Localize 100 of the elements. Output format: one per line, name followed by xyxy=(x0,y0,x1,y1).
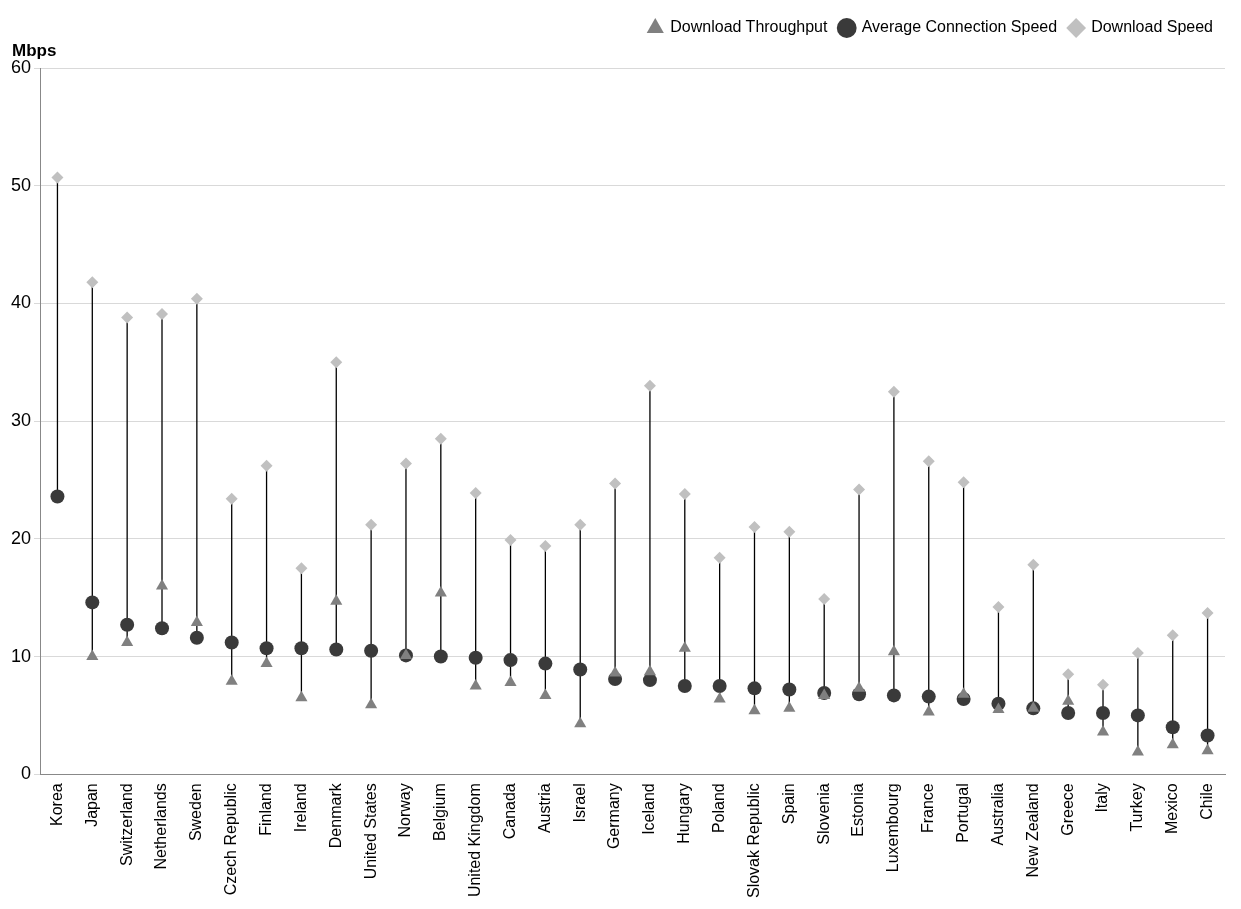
x-tick-label: Slovak Republic xyxy=(744,783,762,899)
x-tick-label: Slovenia xyxy=(814,783,832,845)
x-tick-label: Israel xyxy=(570,783,588,823)
point xyxy=(1201,607,1214,620)
point xyxy=(1200,728,1215,743)
x-tick-label: Netherlands xyxy=(152,783,170,870)
point xyxy=(504,534,517,547)
point xyxy=(225,674,238,685)
point xyxy=(329,642,344,657)
point xyxy=(330,356,343,369)
point xyxy=(1061,706,1076,721)
point xyxy=(678,488,691,501)
point xyxy=(50,489,65,504)
x-tick-label: Spain xyxy=(779,783,797,825)
point xyxy=(678,641,691,652)
point xyxy=(364,643,379,658)
point xyxy=(748,521,761,534)
point xyxy=(747,681,762,696)
point xyxy=(538,656,553,671)
x-tick-label: Japan xyxy=(82,783,100,827)
point xyxy=(922,704,935,716)
point xyxy=(260,656,273,668)
x-tick-label: Iceland xyxy=(640,783,658,835)
x-tick-label: Mexico xyxy=(1163,783,1181,834)
x-tick-label: Norway xyxy=(396,783,414,838)
point xyxy=(295,690,308,702)
point xyxy=(992,702,1005,714)
point xyxy=(1097,678,1110,691)
point xyxy=(748,703,761,715)
point xyxy=(190,292,203,305)
point xyxy=(782,682,797,697)
point xyxy=(433,649,448,664)
point xyxy=(643,379,656,392)
point xyxy=(51,171,64,184)
point xyxy=(156,308,169,321)
x-tick-label: Chile xyxy=(1197,783,1215,820)
x-tick-label: Switzerland xyxy=(117,783,135,866)
point xyxy=(503,653,518,668)
point xyxy=(574,518,587,531)
y-tick-label: 50 xyxy=(10,174,32,195)
point xyxy=(713,691,726,703)
point xyxy=(224,635,239,650)
point xyxy=(469,678,482,690)
point xyxy=(1062,694,1075,705)
point xyxy=(713,551,726,564)
point xyxy=(642,673,657,688)
point xyxy=(330,594,343,605)
point xyxy=(886,688,901,703)
point xyxy=(121,311,134,324)
point xyxy=(609,477,622,490)
x-tick-label: Turkey xyxy=(1128,783,1146,832)
point xyxy=(399,457,412,470)
point xyxy=(573,662,588,677)
point xyxy=(294,641,309,656)
point xyxy=(957,687,970,698)
x-tick-label: Portugal xyxy=(954,783,972,843)
point xyxy=(1096,724,1110,736)
x-tick-label: Italy xyxy=(1093,783,1111,813)
point xyxy=(295,562,308,575)
point xyxy=(783,525,796,538)
x-tick-label: Denmark xyxy=(326,782,344,849)
point xyxy=(189,630,204,645)
point xyxy=(504,675,517,686)
point xyxy=(783,701,796,712)
point xyxy=(121,635,134,646)
point xyxy=(365,697,378,709)
point xyxy=(1130,708,1145,723)
y-tick-label: 20 xyxy=(10,527,32,548)
point xyxy=(1096,706,1111,721)
point xyxy=(818,592,831,605)
point xyxy=(712,678,727,693)
point xyxy=(921,689,936,704)
point xyxy=(853,483,866,496)
x-tick-label: France xyxy=(919,783,937,834)
point xyxy=(922,455,935,468)
point xyxy=(1062,668,1075,681)
x-tick-label: Belgium xyxy=(431,783,449,842)
point xyxy=(1166,737,1179,749)
x-tick-label: Finland xyxy=(256,783,274,836)
x-tick-label: Czech Republic xyxy=(222,783,240,896)
x-tick-label: Luxembourg xyxy=(884,783,902,873)
x-tick-label: Sweden xyxy=(187,783,205,842)
point xyxy=(434,432,447,445)
legend-label: Average Connection Speed xyxy=(861,18,1058,36)
y-tick-label: 10 xyxy=(10,645,32,666)
x-tick-label: Estonia xyxy=(849,783,867,837)
point xyxy=(539,539,552,552)
point xyxy=(365,518,378,531)
point xyxy=(1166,629,1179,642)
point xyxy=(992,601,1005,614)
point xyxy=(155,621,170,636)
point xyxy=(1027,701,1040,712)
point xyxy=(259,641,274,656)
point xyxy=(609,666,622,677)
point xyxy=(1131,744,1144,756)
point xyxy=(434,586,447,597)
point xyxy=(677,678,692,693)
y-tick-label: 30 xyxy=(10,410,32,431)
x-tick-label: Ireland xyxy=(291,783,309,833)
x-tick-label: United Kingdom xyxy=(466,783,484,898)
